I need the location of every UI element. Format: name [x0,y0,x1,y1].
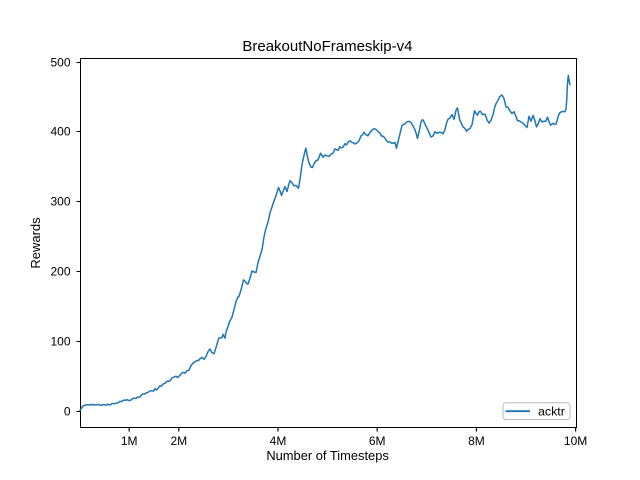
svg-text:BreakoutNoFrameskip-v4: BreakoutNoFrameskip-v4 [242,38,412,55]
svg-text:10M: 10M [564,434,587,448]
svg-text:8M: 8M [468,434,485,448]
svg-text:0: 0 [64,405,71,419]
svg-text:Number of Timesteps: Number of Timesteps [266,448,389,463]
svg-text:Rewards: Rewards [28,217,43,269]
svg-text:200: 200 [50,265,70,279]
svg-text:1M: 1M [121,434,138,448]
svg-text:300: 300 [50,195,70,209]
svg-text:4M: 4M [270,434,287,448]
svg-text:100: 100 [50,335,70,349]
svg-text:500: 500 [50,56,70,70]
svg-text:400: 400 [50,125,70,139]
svg-text:6M: 6M [369,434,386,448]
svg-text:2M: 2M [170,434,187,448]
svg-text:acktr: acktr [538,405,565,419]
